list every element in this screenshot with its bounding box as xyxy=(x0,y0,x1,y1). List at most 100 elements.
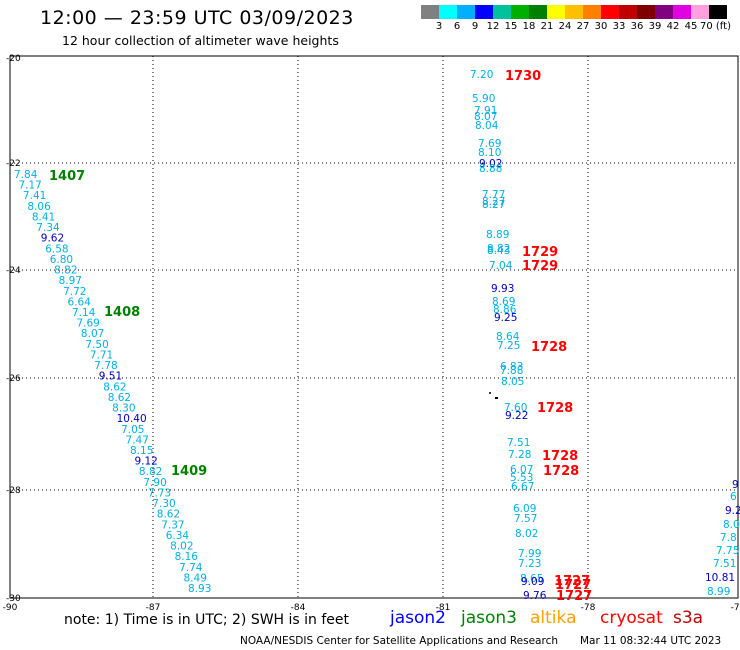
scale-label: 15 xyxy=(504,21,518,32)
track-time-label: 1408 xyxy=(104,305,140,320)
wave-height-value: 8.10 xyxy=(478,147,501,159)
wave-height-value: 8.97 xyxy=(59,275,82,287)
wave-height-value: 8.62 xyxy=(157,509,180,521)
wave-height-value: 7.17 xyxy=(18,180,41,192)
wave-height-value: 7.20 xyxy=(470,69,493,81)
latitude-label: -24 xyxy=(6,266,21,276)
color-scale-labels: 3 6 9 12 15 18 21 24 27 30 33 36 39 42 45 70 (ft) xyxy=(421,21,739,35)
wave-height-value: 8.86 xyxy=(493,304,517,316)
wave-height-value: 7.04 xyxy=(489,260,513,272)
longitude-label: -87 xyxy=(146,603,161,613)
wave-height-value: 7.8 xyxy=(720,532,737,544)
wave-height-value: 7.71 xyxy=(90,349,113,361)
scale-label: 42 xyxy=(666,21,680,32)
longitude-label: -78 xyxy=(581,603,596,613)
wave-height-value: 7.69 xyxy=(76,318,99,330)
wave-height-value: 9.09 xyxy=(521,576,544,588)
wave-height-value: 8.06 xyxy=(27,201,51,213)
wave-height-value: 8.30 xyxy=(112,403,135,415)
scale-label: 30 xyxy=(594,21,608,32)
track-time-label: 1728 xyxy=(542,449,578,464)
wave-height-value: 8.88 xyxy=(479,163,502,175)
wave-height-value: 7.78 xyxy=(94,360,117,372)
wave-height-value: 10.40 xyxy=(117,413,147,425)
scale-swatch xyxy=(439,5,457,19)
page-subtitle: 12 hour collection of altimeter wave hei… xyxy=(62,33,339,48)
longitude-label: -75 xyxy=(731,603,740,613)
scale-label: 70 (ft) xyxy=(700,21,731,32)
wave-height-value: 7.57 xyxy=(514,513,537,525)
wave-height-value: 7.50 xyxy=(85,339,108,351)
wave-height-value: 8.27 xyxy=(482,196,505,208)
wave-height-value: 8.15 xyxy=(130,445,153,457)
scale-swatch xyxy=(709,5,727,19)
satellite-legend-cryosat: cryosat xyxy=(600,608,663,628)
wave-height-value: 6.58 xyxy=(45,243,68,255)
wave-height-value: 8.82 xyxy=(54,265,77,277)
wave-height-value: 8.82 xyxy=(139,466,162,478)
wave-height-value: 8.93 xyxy=(188,583,211,595)
wave-height-value: 8.65 xyxy=(520,573,543,585)
track-time-label: 1728 xyxy=(537,401,573,416)
longitude-label: -81 xyxy=(436,603,451,613)
scale-swatch xyxy=(655,5,673,19)
wave-height-value: 8.27 xyxy=(482,199,505,211)
wave-height-value: 8.04 xyxy=(475,120,499,132)
wave-height-value: 7.14 xyxy=(72,307,96,319)
wave-height-value: 8.07 xyxy=(474,111,497,123)
scale-label: 12 xyxy=(486,21,500,32)
track-time-label: 1729 xyxy=(522,245,558,260)
wave-height-value: 8.64 xyxy=(496,331,520,343)
wave-height-value: 8.62 xyxy=(108,392,131,404)
wave-height-value: 9.93 xyxy=(491,283,514,295)
scale-swatch xyxy=(691,5,709,19)
wave-height-value: 7.99 xyxy=(518,548,541,560)
wave-height-value: 8.69 xyxy=(492,296,515,308)
wave-height-value: 9.22 xyxy=(505,410,528,422)
wave-height-value: 6.67 xyxy=(511,481,534,493)
scale-label: 21 xyxy=(540,21,554,32)
scale-label: 27 xyxy=(576,21,590,32)
scale-swatch xyxy=(583,5,601,19)
wave-height-value: 8.62 xyxy=(103,381,126,393)
latitude-label: -26 xyxy=(6,374,21,384)
wave-height-value: 8.02 xyxy=(515,528,538,540)
scale-swatch xyxy=(493,5,511,19)
wave-height-value: 8.99 xyxy=(707,586,730,598)
scale-label: 3 xyxy=(435,21,443,32)
scale-swatch xyxy=(565,5,583,19)
wave-height-value: 7.84 xyxy=(14,169,38,181)
wave-height-value: 5.90 xyxy=(472,93,495,105)
scale-swatch xyxy=(619,5,637,19)
wave-height-value: 8.82 xyxy=(487,243,510,255)
scale-label: 18 xyxy=(522,21,536,32)
satellite-legend-altika: altika xyxy=(530,608,577,628)
wave-height-value: 7.88 xyxy=(500,365,523,377)
satellite-legend-s3a: s3a xyxy=(673,608,704,628)
wave-height-value: 7.25 xyxy=(497,340,520,352)
scale-label: 9 xyxy=(471,21,479,32)
longitude-label: -90 xyxy=(3,603,18,613)
wave-height-value: 6 xyxy=(730,491,737,503)
latitude-label: -30 xyxy=(6,594,21,604)
latitude-label: -20 xyxy=(6,54,21,64)
track-time-label: 1729 xyxy=(522,259,558,274)
wave-height-value: 5.53 xyxy=(510,472,533,484)
scale-swatch xyxy=(529,5,547,19)
wave-height-value: 6.83 xyxy=(500,361,523,373)
wave-height-value: 7.60 xyxy=(504,402,527,414)
wave-height-value: 8.49 xyxy=(184,572,207,584)
wave-height-value: 8.89 xyxy=(486,229,509,241)
longitude-label: -84 xyxy=(291,603,306,613)
scale-swatch xyxy=(457,5,475,19)
scale-swatch xyxy=(475,5,493,19)
track-time-label: 1728 xyxy=(543,464,579,479)
scale-label: 6 xyxy=(453,21,461,32)
wave-height-value: 7.51 xyxy=(713,558,736,570)
wave-height-value: 8.16 xyxy=(175,551,199,563)
wave-height-value: 8.02 xyxy=(170,541,193,553)
wave-height-value: 7.34 xyxy=(36,222,60,234)
scale-swatch xyxy=(601,5,619,19)
scale-swatch xyxy=(511,5,529,19)
